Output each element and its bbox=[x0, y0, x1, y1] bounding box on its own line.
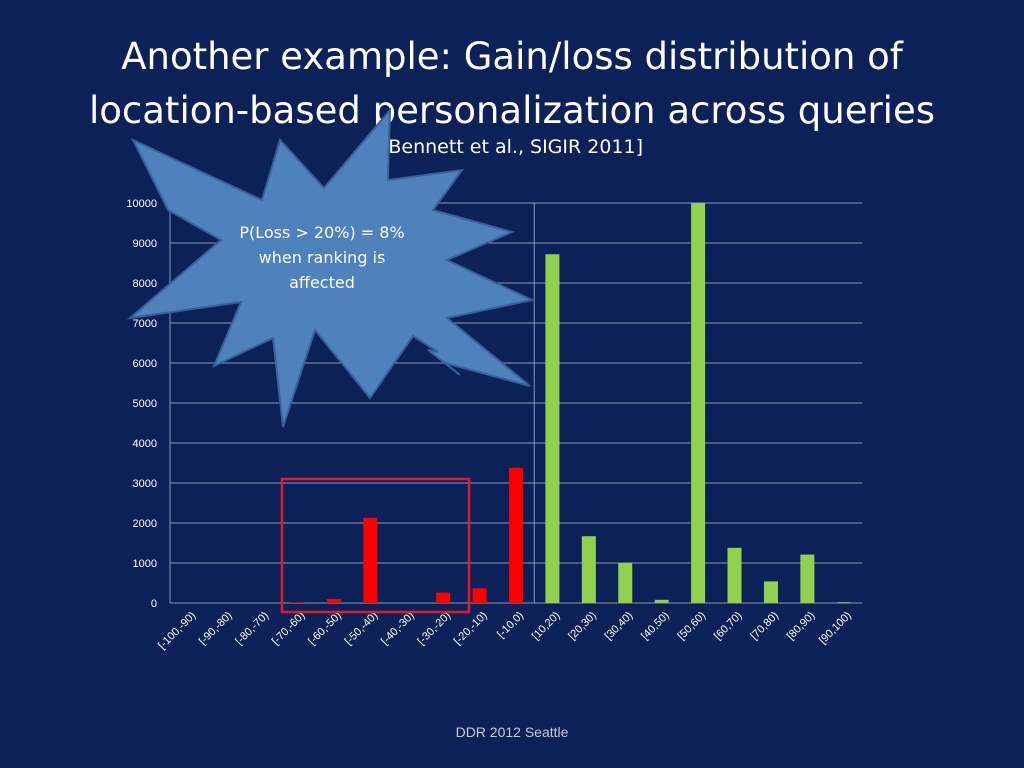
x-tick-label: [20,30) bbox=[566, 610, 599, 643]
callout-line-2: when ranking is bbox=[258, 248, 386, 267]
x-tick-label: [-60,-50) bbox=[306, 610, 344, 648]
slide-footer: DDR 2012 Seattle bbox=[455, 724, 569, 740]
title-line-1: Another example: Gain/loss distribution … bbox=[121, 35, 903, 78]
x-tick-label: [30,40) bbox=[603, 610, 636, 643]
bar-8 bbox=[436, 592, 451, 603]
bar-4 bbox=[290, 602, 305, 603]
x-tick-label: [60,70) bbox=[712, 610, 745, 643]
slide-title: Another example: Gain/loss distribution … bbox=[0, 30, 1024, 138]
x-tick-label: [80,90) bbox=[785, 610, 818, 643]
x-tick-label: [-90,-80) bbox=[197, 610, 235, 648]
x-tick-labels: [-100,-90)[-90,-80)[-80,-70)[-70,-60)[-6… bbox=[156, 610, 854, 652]
x-tick-label: [-50,-40) bbox=[343, 610, 381, 648]
bar-13 bbox=[618, 563, 633, 603]
y-tick-label: 5000 bbox=[133, 398, 157, 410]
bar-layer bbox=[290, 203, 851, 603]
bar-10 bbox=[509, 467, 523, 603]
y-tick-label: 2000 bbox=[133, 518, 157, 530]
y-tick-label: 4000 bbox=[133, 438, 157, 450]
x-tick-label: [10,20) bbox=[530, 610, 563, 643]
bar-16 bbox=[727, 547, 742, 603]
y-tick-label: 0 bbox=[151, 598, 157, 610]
y-tick-label: 6000 bbox=[133, 358, 157, 370]
y-tick-label: 10000 bbox=[126, 198, 157, 210]
bar-9 bbox=[472, 588, 487, 603]
bar-11 bbox=[545, 254, 560, 603]
callout-text: P(Loss > 20%) = 8% when ranking is affec… bbox=[232, 220, 412, 295]
x-tick-label: [40,50) bbox=[639, 610, 672, 643]
x-tick-label: [70,80) bbox=[748, 610, 781, 643]
title-line-2: location-based personalization across qu… bbox=[89, 89, 935, 132]
x-tick-label: [-80,-70) bbox=[233, 610, 271, 648]
callout-starburst-shape bbox=[126, 107, 536, 428]
callout-line-3: affected bbox=[289, 273, 355, 292]
bar-14 bbox=[654, 599, 669, 603]
x-tick-label: [-20,-10) bbox=[452, 610, 490, 648]
y-tick-label: 1000 bbox=[133, 558, 157, 570]
x-tick-label: [-70,-60) bbox=[270, 610, 308, 648]
callout-line-1: P(Loss > 20%) = 8% bbox=[239, 223, 405, 242]
bar-5 bbox=[326, 599, 341, 603]
x-tick-label: [-30,-20) bbox=[415, 610, 453, 648]
x-tick-label: [-100,-90) bbox=[156, 610, 198, 652]
x-tick-label: [50,60) bbox=[676, 610, 709, 643]
bar-15 bbox=[691, 203, 706, 603]
y-tick-label: 9000 bbox=[133, 238, 157, 250]
bar-6 bbox=[363, 517, 378, 603]
slide-subtitle: [Bennett et al., SIGIR 2011] bbox=[380, 136, 644, 158]
x-tick-label: [-40,-30) bbox=[379, 610, 417, 648]
y-tick-label: 8000 bbox=[133, 278, 157, 290]
bar-17 bbox=[763, 581, 778, 603]
x-tick-label: [-10,0) bbox=[495, 610, 526, 641]
axis-layer: 0 1000 2000 3000 4000 5000 6000 7000 8000 9000 100… bbox=[126, 198, 535, 610]
y-tick-label: 3000 bbox=[133, 478, 157, 490]
x-tick-label: [90,100) bbox=[817, 610, 854, 647]
bar-18 bbox=[800, 554, 815, 603]
loss-highlight-box bbox=[280, 477, 471, 614]
bar-12 bbox=[581, 536, 596, 603]
bar-19 bbox=[836, 602, 851, 603]
y-tick-label: 7000 bbox=[133, 318, 157, 330]
